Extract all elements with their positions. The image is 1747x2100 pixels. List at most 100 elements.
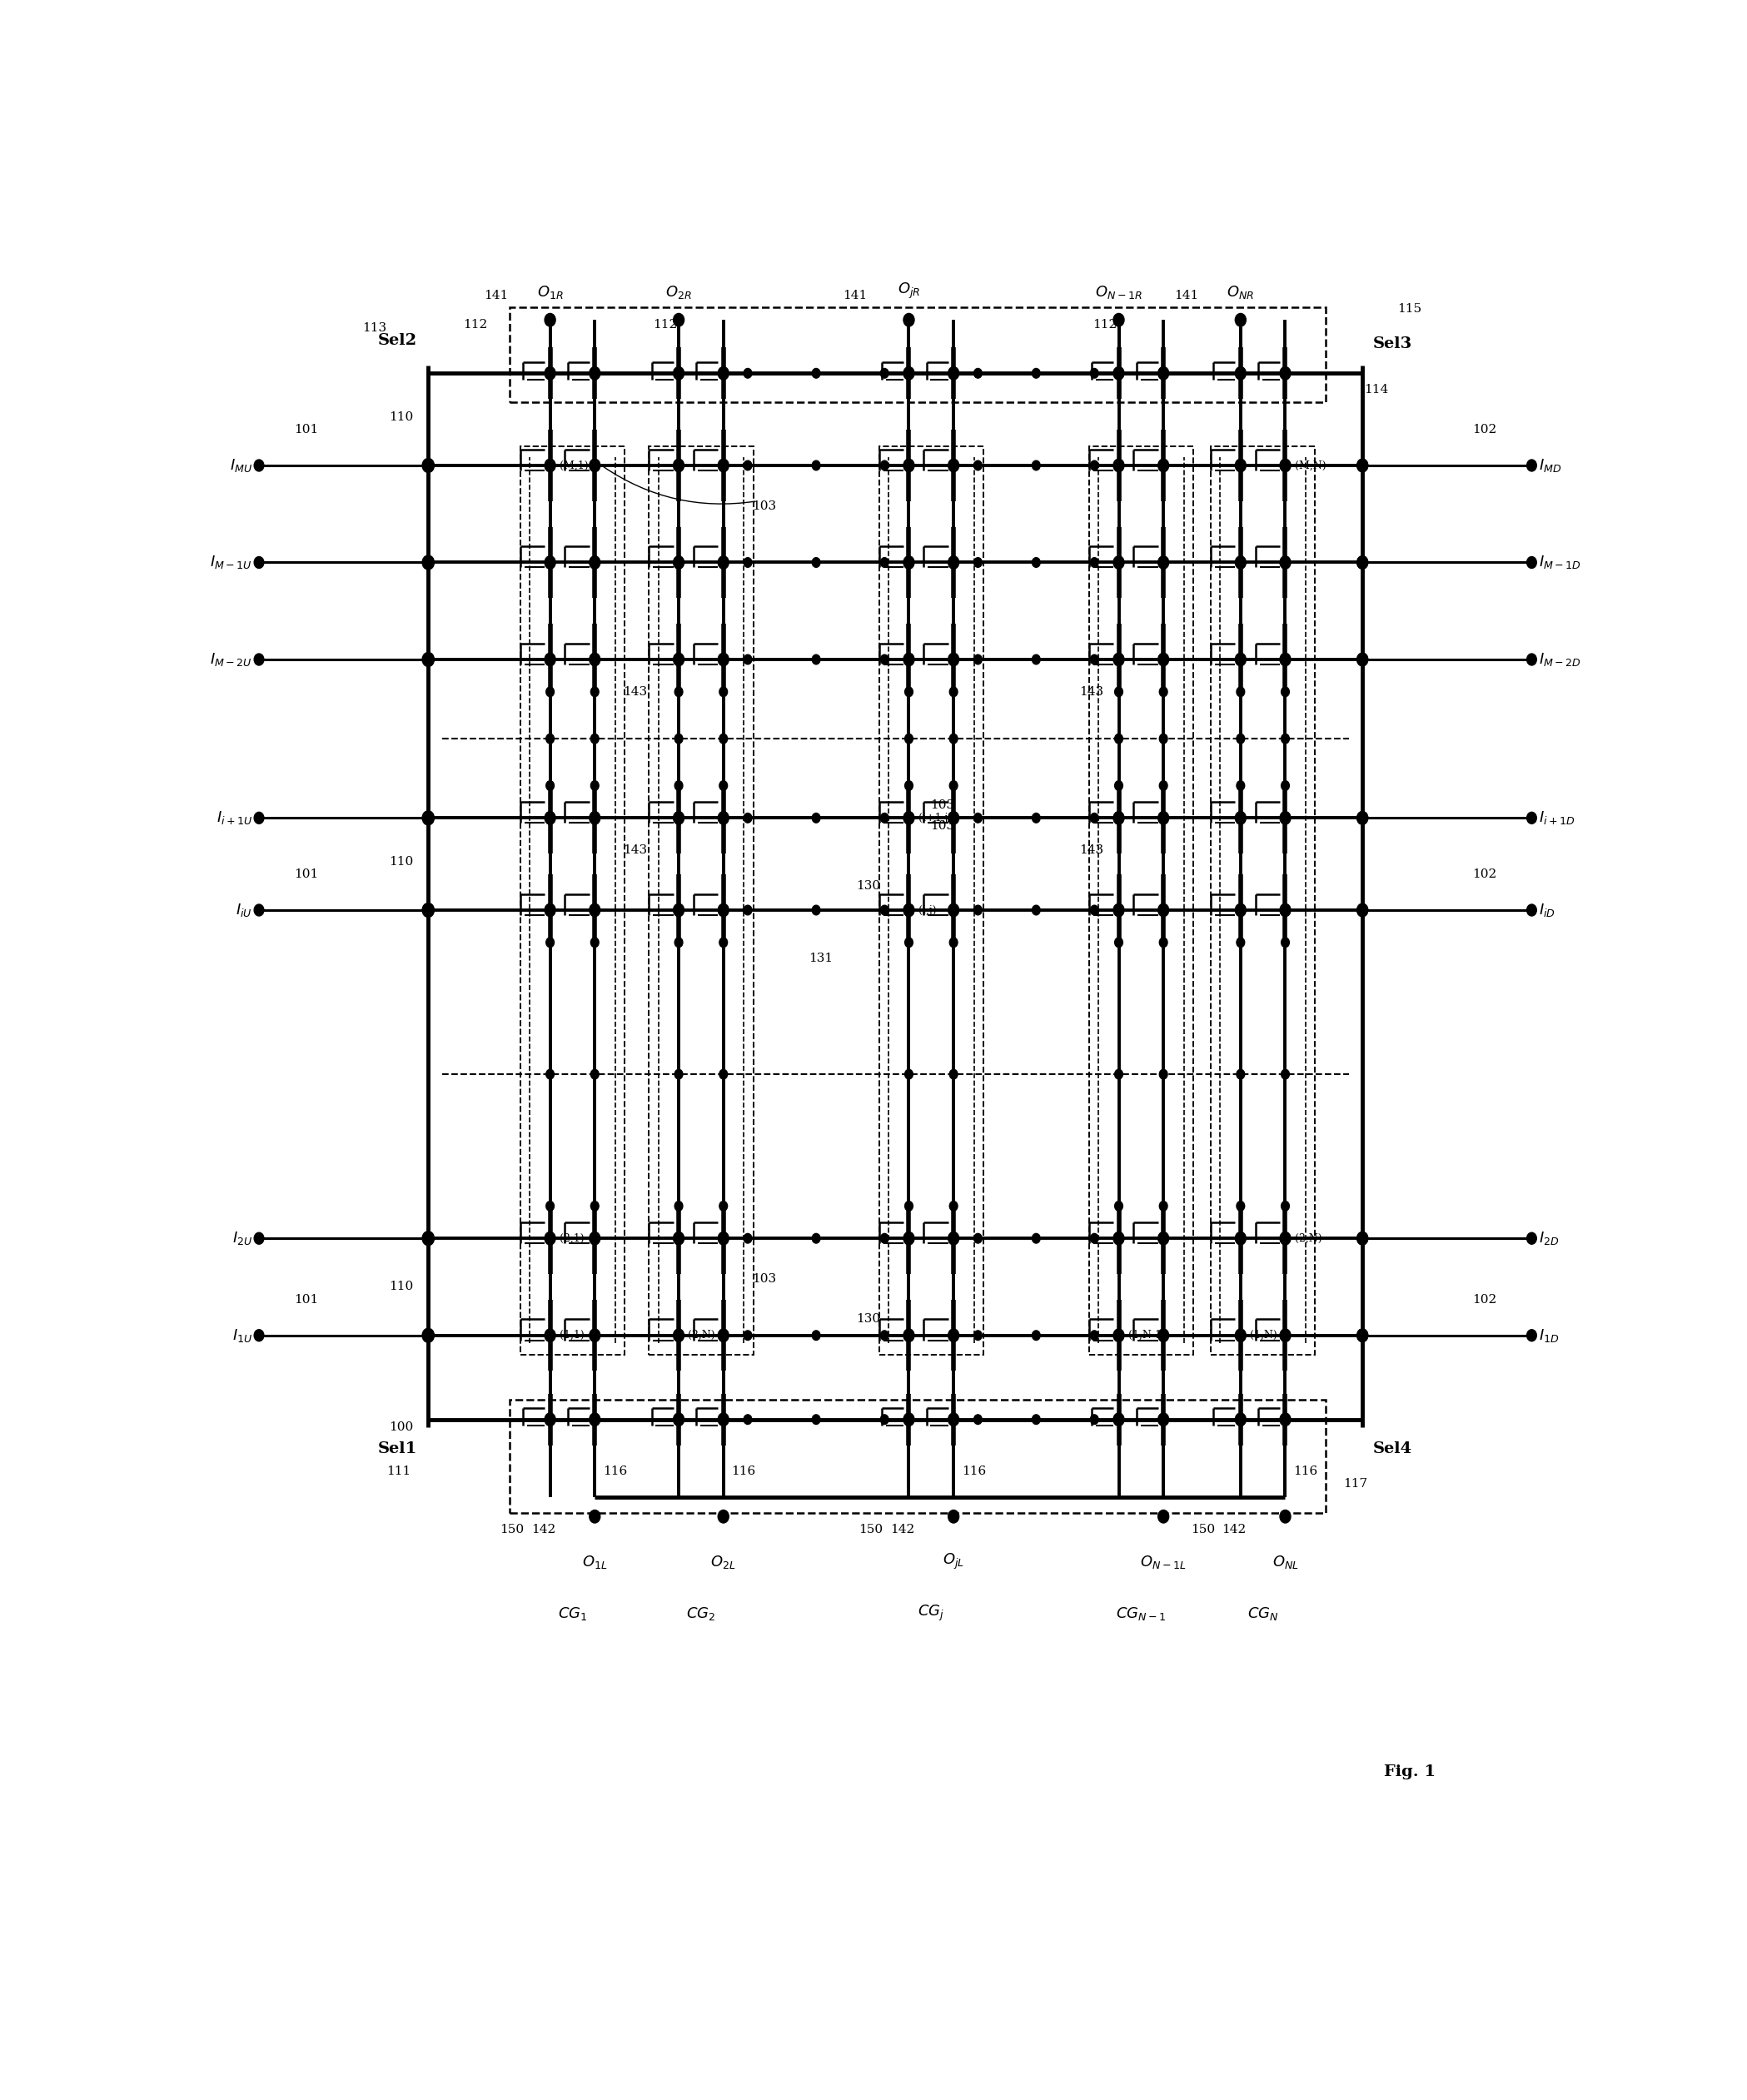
Circle shape xyxy=(590,1069,599,1079)
Text: 113: 113 xyxy=(362,321,386,334)
Text: 150: 150 xyxy=(860,1525,882,1535)
Circle shape xyxy=(949,557,959,569)
Circle shape xyxy=(1235,557,1246,569)
Circle shape xyxy=(973,460,982,470)
Circle shape xyxy=(949,368,959,380)
Circle shape xyxy=(1113,903,1123,916)
Circle shape xyxy=(973,368,982,378)
Circle shape xyxy=(880,460,889,470)
Circle shape xyxy=(949,460,959,473)
Circle shape xyxy=(253,1329,264,1342)
Text: 110: 110 xyxy=(390,412,414,422)
Circle shape xyxy=(1090,1331,1099,1340)
Text: $I_{M-2D}$: $I_{M-2D}$ xyxy=(1539,651,1581,668)
Circle shape xyxy=(812,1233,819,1243)
Text: 130: 130 xyxy=(856,1312,880,1325)
Circle shape xyxy=(545,653,556,666)
Circle shape xyxy=(547,781,554,790)
Circle shape xyxy=(1090,368,1099,378)
Circle shape xyxy=(973,1331,982,1340)
Text: $I_{2D}$: $I_{2D}$ xyxy=(1539,1231,1558,1247)
Circle shape xyxy=(423,554,435,569)
Circle shape xyxy=(812,655,819,664)
Text: (2,1): (2,1) xyxy=(559,1233,583,1243)
Text: $I_{MU}$: $I_{MU}$ xyxy=(229,458,252,475)
Circle shape xyxy=(547,1069,554,1079)
Circle shape xyxy=(718,1233,728,1245)
Circle shape xyxy=(423,653,433,666)
Circle shape xyxy=(423,458,435,473)
Circle shape xyxy=(545,1233,556,1245)
Circle shape xyxy=(1160,1201,1167,1212)
Circle shape xyxy=(1237,937,1244,947)
Circle shape xyxy=(253,653,264,666)
Circle shape xyxy=(253,1233,264,1243)
Text: 114: 114 xyxy=(1364,384,1389,395)
Text: 141: 141 xyxy=(842,290,867,302)
Text: 150: 150 xyxy=(500,1525,524,1535)
Circle shape xyxy=(1235,1413,1246,1426)
Text: $CG_j$: $CG_j$ xyxy=(917,1604,945,1623)
Circle shape xyxy=(718,368,728,380)
Circle shape xyxy=(423,557,433,569)
Circle shape xyxy=(547,1201,554,1212)
Circle shape xyxy=(1160,781,1167,790)
Circle shape xyxy=(1357,903,1368,916)
Text: $I_{M-1U}$: $I_{M-1U}$ xyxy=(210,554,252,571)
Circle shape xyxy=(973,559,982,567)
Text: 110: 110 xyxy=(390,857,414,867)
Circle shape xyxy=(1237,733,1244,743)
Circle shape xyxy=(674,781,683,790)
Circle shape xyxy=(589,1510,601,1522)
Circle shape xyxy=(718,1413,728,1426)
Circle shape xyxy=(674,687,683,697)
Circle shape xyxy=(1281,1233,1291,1245)
Circle shape xyxy=(880,559,889,567)
Circle shape xyxy=(674,937,683,947)
Text: 142: 142 xyxy=(889,1525,914,1535)
Circle shape xyxy=(589,368,601,380)
Circle shape xyxy=(973,905,982,916)
Circle shape xyxy=(903,313,914,326)
Text: 101: 101 xyxy=(293,424,318,435)
Text: $O_{2R}$: $O_{2R}$ xyxy=(666,284,692,300)
Text: 103: 103 xyxy=(751,1273,776,1285)
Circle shape xyxy=(1115,687,1123,697)
Text: (2,N): (2,N) xyxy=(688,1329,715,1340)
Circle shape xyxy=(673,903,685,916)
Circle shape xyxy=(880,1331,889,1340)
Circle shape xyxy=(673,1233,685,1245)
Circle shape xyxy=(590,937,599,947)
Circle shape xyxy=(880,905,889,916)
Text: 143: 143 xyxy=(624,844,648,857)
Circle shape xyxy=(1160,937,1167,947)
Circle shape xyxy=(423,460,433,473)
Circle shape xyxy=(1237,687,1244,697)
Circle shape xyxy=(744,655,751,664)
Circle shape xyxy=(1158,368,1169,380)
Circle shape xyxy=(673,313,685,326)
Circle shape xyxy=(1235,460,1246,473)
Circle shape xyxy=(545,313,556,326)
Circle shape xyxy=(589,557,601,569)
Circle shape xyxy=(673,653,685,666)
Text: $O_{jL}$: $O_{jL}$ xyxy=(943,1552,964,1571)
Circle shape xyxy=(547,687,554,697)
Circle shape xyxy=(973,655,982,664)
Circle shape xyxy=(1032,368,1039,378)
Text: 142: 142 xyxy=(531,1525,556,1535)
Circle shape xyxy=(720,1201,727,1212)
Text: (1,1): (1,1) xyxy=(559,1329,583,1340)
Text: (1,N-1): (1,N-1) xyxy=(1129,1329,1165,1340)
Circle shape xyxy=(1235,1233,1246,1245)
Text: Sel3: Sel3 xyxy=(1373,336,1413,351)
Circle shape xyxy=(973,813,982,823)
Circle shape xyxy=(1160,687,1167,697)
Circle shape xyxy=(1090,460,1099,470)
Bar xyxy=(521,445,625,1354)
Circle shape xyxy=(545,368,556,380)
Circle shape xyxy=(812,368,819,378)
Circle shape xyxy=(1357,557,1368,569)
Circle shape xyxy=(1357,460,1368,473)
Circle shape xyxy=(949,1329,959,1342)
